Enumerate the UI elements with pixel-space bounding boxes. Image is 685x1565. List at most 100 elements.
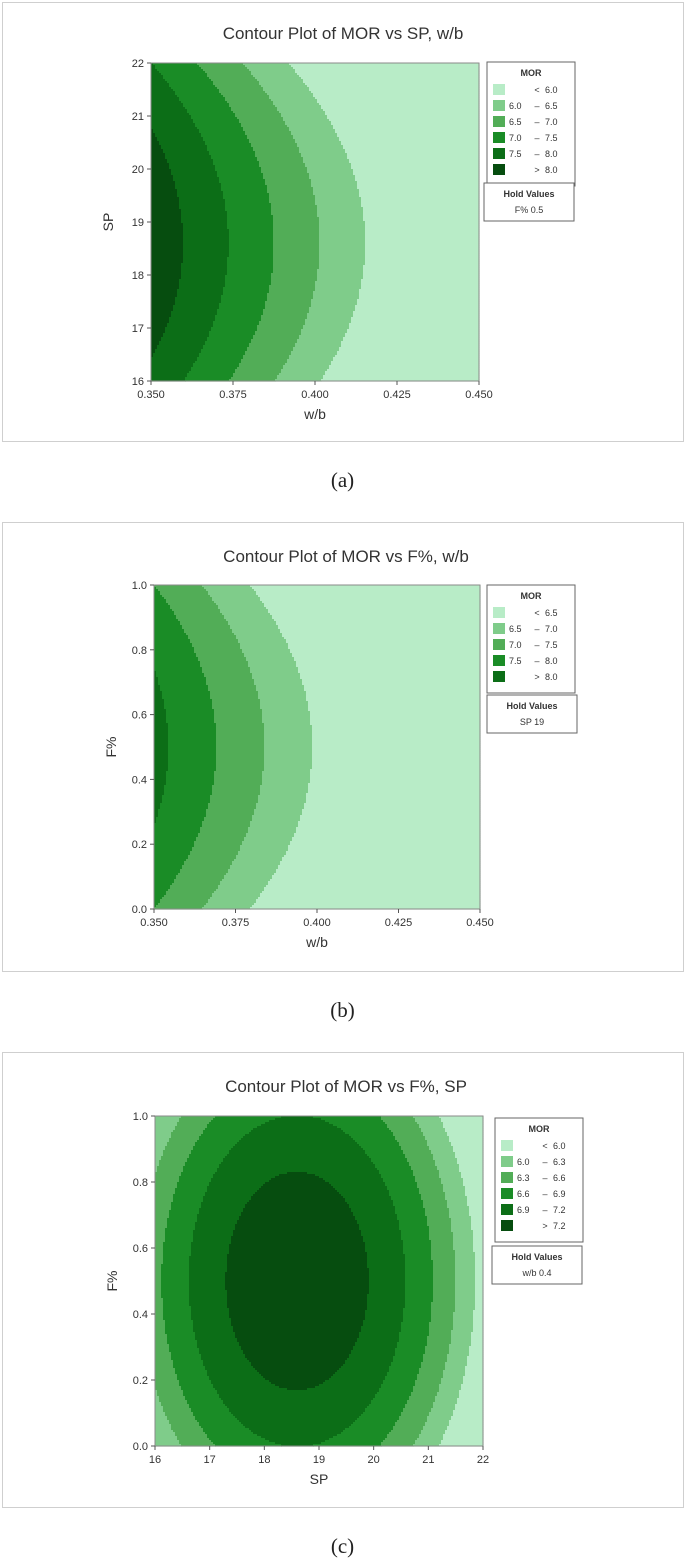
contour-band [151,163,170,166]
contour-band [217,175,264,178]
chart-title: Contour Plot of MOR vs F%, SP [225,1077,467,1096]
contour-band [151,357,198,360]
x-tick-label: 0.400 [301,389,329,401]
contour-band [163,1406,190,1409]
contour-band [212,893,261,896]
contour-band [212,707,261,710]
contour-band [154,599,167,602]
contour-band [204,819,253,822]
contour-band [212,597,261,600]
contour-band [151,341,160,344]
contour-band [154,687,161,690]
contour-band [200,831,249,834]
contour-band [188,637,237,640]
contour-band [395,1136,426,1139]
contour-band [151,217,182,220]
contour-band [171,1136,200,1139]
contour-band [264,889,481,892]
contour-band [193,1240,232,1243]
contour-band [183,241,230,244]
contour-band [312,733,481,736]
legend-low: 7.5 [509,656,522,666]
contour-band [173,1198,204,1201]
contour-band [359,297,480,300]
contour-band [167,1342,198,1345]
contour-band [199,131,246,134]
contour-band [165,153,210,156]
contour-band [189,1282,226,1285]
contour-band [288,645,481,648]
contour-band [473,1324,484,1327]
contour-band [475,1286,484,1289]
contour-band [303,81,480,84]
contour-band [463,1178,484,1181]
contour-band [268,611,481,614]
contour-band [399,1224,428,1227]
contour-band [189,371,236,374]
contour-band [155,1420,170,1423]
contour-band [207,1370,258,1373]
contour-band [397,1140,428,1143]
contour-band [151,339,162,342]
contour-band [349,161,480,164]
contour-band [421,1366,446,1369]
contour-band [455,1292,476,1295]
contour-band [199,1210,244,1213]
contour-band [337,351,480,354]
contour-band [457,1398,484,1401]
contour-band [395,1352,426,1355]
contour-band [264,763,313,766]
contour-band [236,857,283,860]
contour-band [168,765,217,768]
contour-band [317,209,364,212]
contour-band [171,169,216,172]
contour-band [243,1136,352,1139]
contour-band [212,703,261,706]
contour-band [223,1160,372,1163]
contour-band [151,75,164,78]
contour-band [310,711,481,714]
contour-band [290,843,481,846]
contour-band [200,829,249,832]
contour-band [163,149,208,152]
contour-band [257,327,304,330]
contour-band [285,363,332,366]
contour-band [339,139,480,142]
contour-band [177,295,222,298]
contour-band [151,213,182,216]
contour-band [151,245,184,248]
contour-band [262,601,481,604]
contour-band [447,1132,484,1135]
contour-band [225,275,272,278]
contour-band [154,859,187,862]
contour-band [255,153,302,156]
contour-band [311,301,358,304]
contour-band [453,1148,484,1151]
contour-band [155,1136,172,1139]
contour-band [241,1422,354,1425]
contour-band [453,1412,484,1415]
contour-band [151,199,180,202]
contour-band [154,611,175,614]
x-tick-label: 18 [258,1454,270,1466]
contour-band [285,121,332,124]
contour-band [473,1250,484,1253]
contour-band [151,235,184,238]
contour-band [242,843,291,846]
contour-band [151,105,184,108]
contour-band [168,751,217,754]
contour-band [411,1168,438,1171]
contour-band [151,205,180,208]
contour-band [225,285,270,288]
contour-band [155,1426,172,1429]
contour-band [201,349,248,352]
contour-band [365,259,480,262]
contour-band [194,649,243,652]
contour-band [443,1186,466,1189]
contour-band [401,1324,430,1327]
contour-band [401,1330,430,1333]
contour-band [379,1172,414,1175]
contour-band [225,1404,370,1407]
contour-band [155,1186,178,1189]
contour-band [289,355,336,358]
